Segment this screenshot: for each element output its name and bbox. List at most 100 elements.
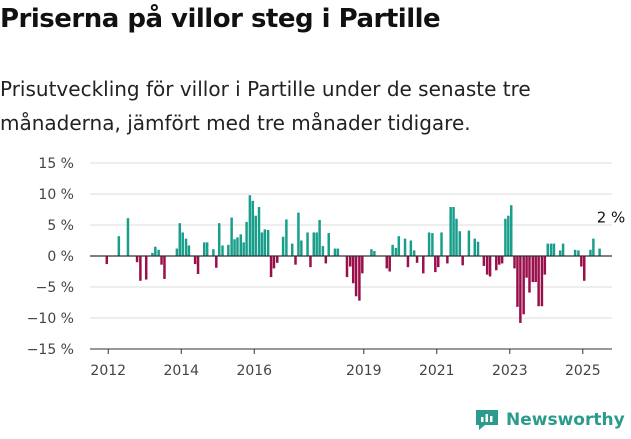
bar — [549, 243, 553, 256]
bar — [263, 229, 267, 256]
x-tick-label: 2019 — [346, 363, 382, 379]
bar — [406, 256, 410, 268]
bar — [260, 232, 264, 256]
bar — [446, 256, 449, 264]
bar — [437, 256, 440, 268]
y-tick-label: 10 % — [38, 187, 74, 203]
bar — [485, 256, 489, 275]
bar — [193, 256, 197, 265]
x-tick-label: 2012 — [90, 363, 126, 379]
bar — [205, 242, 209, 256]
bar — [516, 256, 519, 307]
bar — [412, 250, 416, 256]
bar — [105, 256, 109, 265]
bar — [351, 256, 355, 284]
bar — [354, 256, 358, 297]
bar — [139, 256, 142, 281]
bar — [415, 256, 419, 263]
bar — [488, 256, 492, 277]
bar — [294, 256, 297, 265]
bar — [391, 244, 394, 256]
x-tick-label: 2025 — [565, 363, 601, 379]
bar — [242, 242, 245, 256]
bar — [309, 256, 312, 268]
bar — [254, 215, 257, 256]
bar — [422, 256, 425, 274]
bar — [157, 249, 160, 256]
bar — [361, 256, 364, 274]
bar — [163, 256, 166, 279]
bar — [440, 232, 443, 256]
bar — [540, 256, 544, 307]
y-tick-label: 0 % — [47, 249, 74, 265]
bar — [528, 256, 531, 293]
bar — [217, 223, 221, 256]
bar — [543, 256, 547, 275]
bar — [203, 242, 206, 256]
bar — [175, 248, 179, 256]
bar — [221, 245, 224, 256]
bar — [312, 232, 316, 256]
bar — [467, 230, 471, 256]
bar — [315, 232, 318, 256]
bar — [266, 229, 270, 256]
bar — [160, 256, 163, 265]
y-tick-label: 5 % — [47, 218, 74, 234]
bar — [117, 236, 121, 256]
bar — [449, 207, 452, 256]
bar — [300, 240, 303, 256]
x-tick-label: 2014 — [163, 363, 199, 379]
bar — [349, 256, 352, 267]
bar — [427, 232, 431, 256]
x-tick-label: 2023 — [492, 363, 528, 379]
newsworthy-logo: Newsworthy — [474, 408, 625, 432]
bar — [409, 240, 413, 256]
bar — [434, 256, 437, 273]
bar — [233, 239, 236, 256]
bar — [196, 256, 200, 274]
bar — [272, 256, 276, 269]
chart-subtitle: Prisutveckling för villor i Partille und… — [0, 77, 531, 135]
bar — [358, 256, 361, 301]
chart-title: Priserna på villor steg i Partille — [0, 4, 441, 34]
bar — [458, 231, 462, 256]
bar — [126, 218, 130, 256]
bar — [394, 247, 398, 256]
bar — [534, 256, 537, 283]
bar — [151, 252, 154, 256]
bar — [306, 232, 309, 256]
bar — [257, 207, 261, 256]
bar — [345, 256, 349, 278]
bar — [558, 250, 562, 256]
bar — [297, 212, 300, 256]
bar — [154, 246, 157, 256]
bar — [561, 243, 565, 256]
bar — [552, 243, 556, 256]
bar — [589, 249, 592, 256]
bar — [290, 243, 294, 256]
bar — [598, 248, 601, 256]
bar — [178, 223, 182, 256]
bar — [181, 232, 184, 256]
bar — [461, 256, 464, 266]
bar — [336, 248, 340, 256]
bar — [184, 238, 188, 256]
bar — [482, 256, 486, 266]
bar — [227, 244, 230, 256]
bar — [187, 245, 191, 256]
bar — [321, 246, 325, 256]
bar — [236, 237, 239, 256]
y-tick-label: −5 % — [36, 280, 74, 296]
y-tick-label: 15 % — [38, 156, 74, 172]
bar — [500, 256, 504, 264]
bar — [546, 243, 549, 256]
y-tick-label: −15 % — [27, 342, 74, 358]
bar — [573, 249, 577, 256]
bar — [519, 256, 522, 323]
bar — [397, 236, 401, 256]
bar — [212, 249, 215, 256]
bar — [510, 205, 513, 256]
x-tick-label: 2021 — [419, 363, 455, 379]
bar — [215, 256, 218, 268]
